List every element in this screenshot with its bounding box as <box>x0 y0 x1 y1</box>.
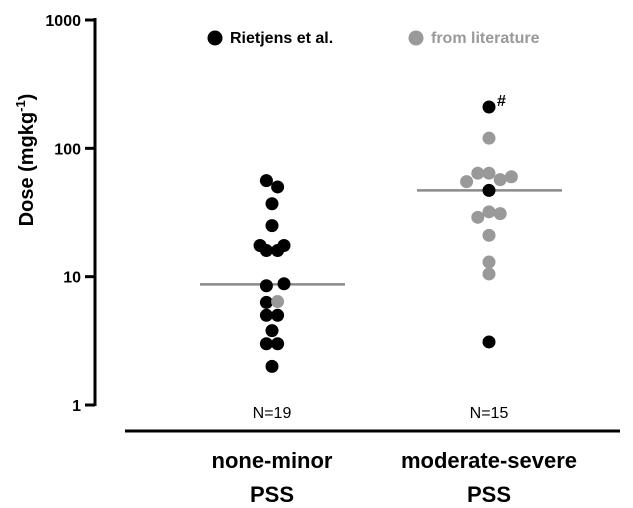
data-point <box>493 173 507 187</box>
y-tick-label: 100 <box>54 141 81 158</box>
data-point <box>265 359 279 373</box>
legend-marker <box>408 30 424 46</box>
data-point <box>277 277 291 291</box>
category-sublabel: PSS <box>250 482 294 507</box>
y-axis-label-close: ) <box>16 94 38 101</box>
y-tick-label: 1 <box>72 398 81 415</box>
category-sublabel: PSS <box>467 482 511 507</box>
data-point <box>460 175 474 189</box>
data-point <box>471 166 485 180</box>
legend-label: Rietjens et al. <box>230 30 333 47</box>
data-point <box>271 337 285 351</box>
data-point <box>493 207 507 221</box>
data-point <box>482 267 496 281</box>
data-point <box>471 210 485 224</box>
data-point <box>265 219 279 233</box>
annotations: # <box>497 93 506 110</box>
category-labels: N=19 none-minor PSS N=15 moderate-severe PSS <box>212 405 578 507</box>
legend-marker <box>207 30 223 46</box>
data-point <box>259 279 273 293</box>
data-point <box>504 170 518 184</box>
y-tick-label: 10 <box>63 270 81 287</box>
data-point <box>259 308 273 322</box>
sample-size-label: N=19 <box>253 405 292 422</box>
data-point <box>482 335 496 349</box>
data-point <box>265 197 279 211</box>
sample-size-label: N=15 <box>470 405 509 422</box>
data-point <box>482 255 496 269</box>
y-ticks: 1 10 100 1000 <box>45 13 95 415</box>
data-point <box>259 295 273 309</box>
data-point <box>259 337 273 351</box>
data-point <box>271 180 285 194</box>
data-point <box>482 100 496 114</box>
annotation-text: # <box>497 93 506 110</box>
data-point <box>265 324 279 338</box>
y-axis-label-main: Dose (mgkg <box>16 112 38 226</box>
data-point <box>271 243 285 257</box>
legend: Rietjens et al. from literature <box>207 30 540 47</box>
y-tick-label: 1000 <box>45 13 81 30</box>
data-point <box>271 295 285 309</box>
data-points <box>253 100 518 373</box>
legend-label: from literature <box>431 30 540 47</box>
y-axis-label-superscript: -1 <box>13 100 28 112</box>
median-lines <box>200 189 562 286</box>
data-point <box>482 183 496 197</box>
data-point <box>259 243 273 257</box>
data-point <box>482 228 496 242</box>
data-point <box>259 174 273 188</box>
data-point <box>271 308 285 322</box>
data-point <box>482 131 496 145</box>
y-axis-label: Dose (mgkg-1) <box>13 94 38 227</box>
axes <box>93 18 620 433</box>
category-label: moderate-severe <box>401 448 577 473</box>
category-label: none-minor <box>212 448 333 473</box>
data-point <box>482 166 496 180</box>
data-point <box>482 205 496 219</box>
